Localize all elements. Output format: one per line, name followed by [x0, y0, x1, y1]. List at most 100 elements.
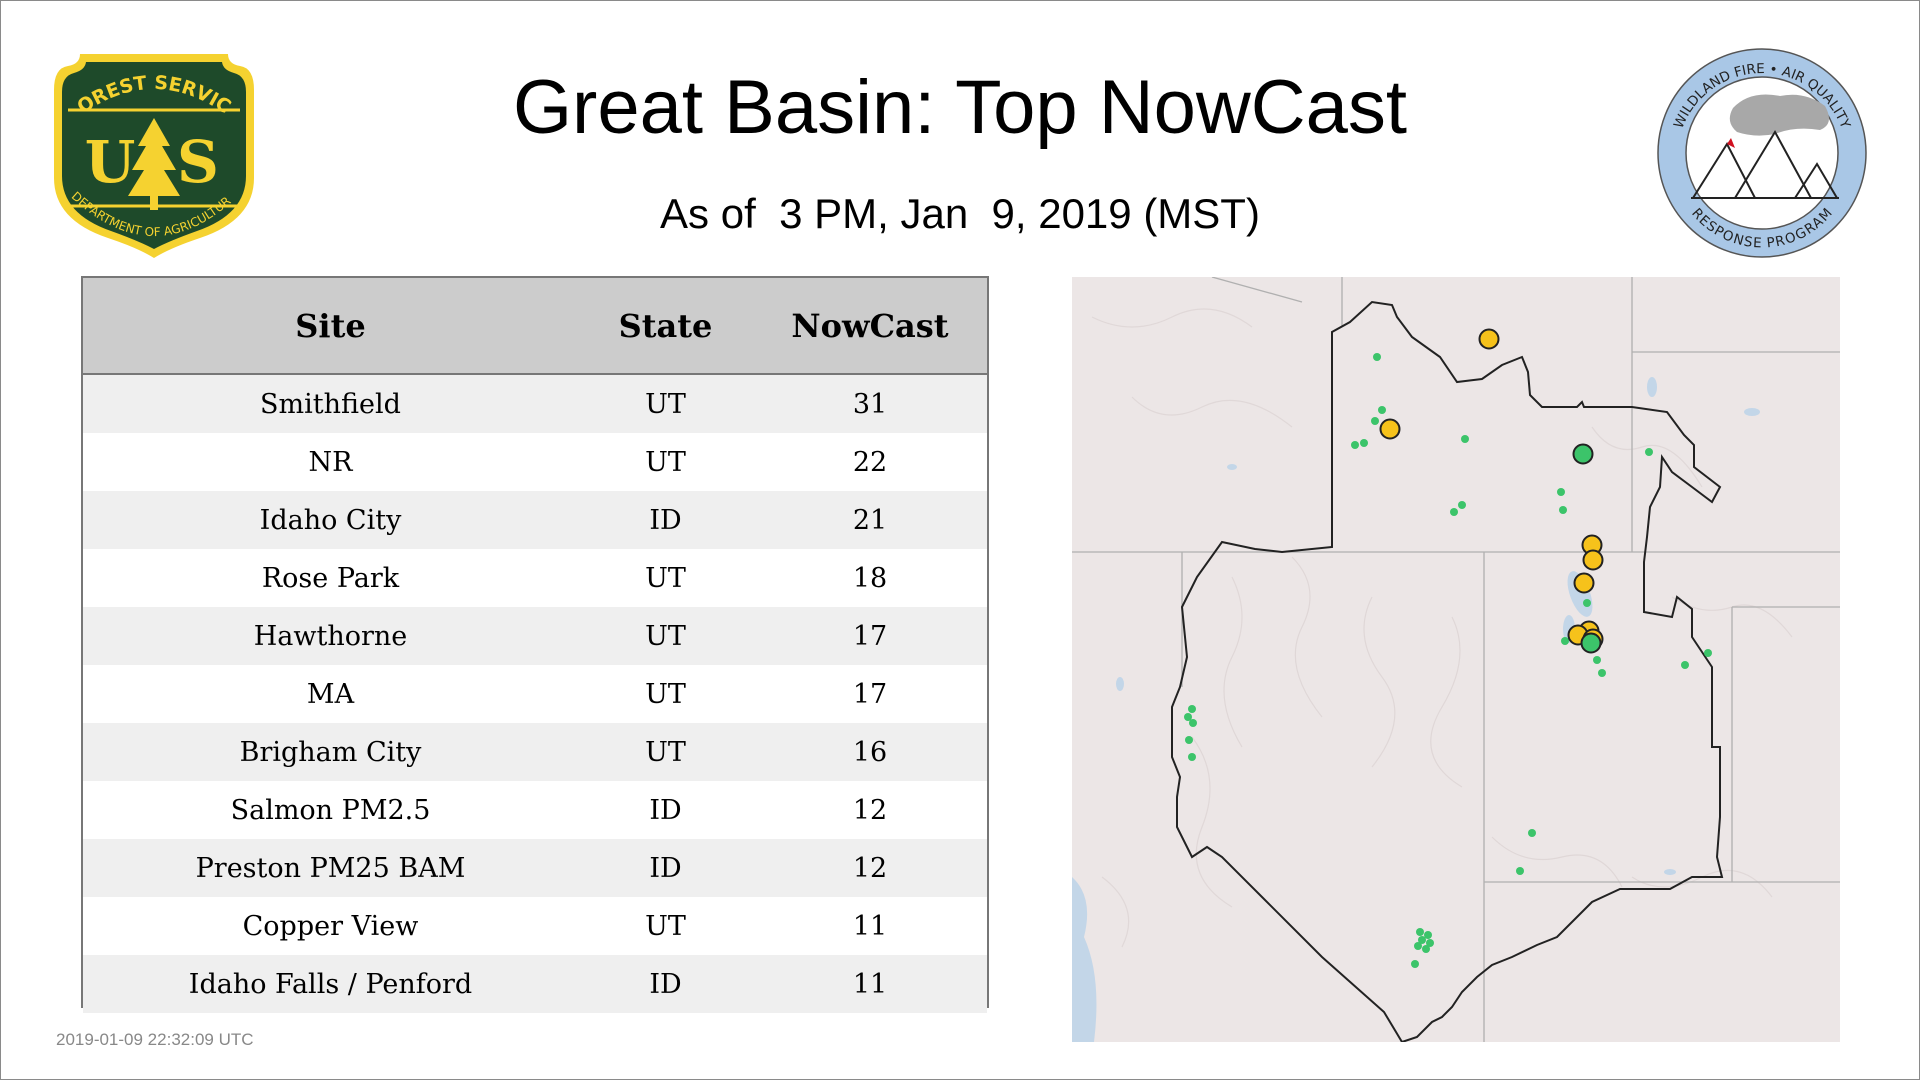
nowcast-cell: 21	[753, 491, 987, 549]
sensor-dot	[1426, 939, 1434, 947]
nowcast-cell: 11	[753, 955, 987, 1013]
site-cell: Idaho City	[83, 491, 578, 549]
nowcast-cell: 12	[753, 781, 987, 839]
nowcast-cell: 31	[753, 374, 987, 433]
state-cell: UT	[578, 549, 753, 607]
table-row: NR UT 22	[83, 433, 987, 491]
sensor-dot	[1418, 936, 1426, 944]
site-cell: Copper View	[83, 897, 578, 955]
site-cell: Smithfield	[83, 374, 578, 433]
forest-service-logo: FOREST SERVICE U S DEPARTMENT OF AGRICUL…	[44, 33, 258, 260]
table-row: Brigham City UT 16	[83, 723, 987, 781]
state-cell: UT	[578, 723, 753, 781]
column-header-nowcast: NowCast	[753, 278, 987, 375]
site-cell: Preston PM25 BAM	[83, 839, 578, 897]
sensor-dot	[1598, 669, 1606, 677]
sensor-dot	[1184, 713, 1192, 721]
sensor-dot	[1371, 417, 1379, 425]
sensor-dot	[1557, 488, 1565, 496]
great-basin-region-outline	[1171, 300, 1724, 1044]
site-cell: Brigham City	[83, 723, 578, 781]
table-header-row: Site State NowCast	[83, 278, 987, 375]
table-row: Idaho Falls / Penford ID 11	[83, 955, 987, 1013]
site-cell: Rose Park	[83, 549, 578, 607]
sensor-dot	[1373, 353, 1381, 361]
sensor-dot	[1360, 439, 1368, 447]
pine-tree-icon	[128, 118, 180, 210]
sensor-marker-moderate	[1582, 549, 1604, 571]
state-cell: ID	[578, 781, 753, 839]
sensor-dot	[1411, 960, 1419, 968]
sensor-dot	[1378, 406, 1386, 414]
sensor-dot	[1528, 829, 1536, 837]
sensor-dot	[1422, 945, 1430, 953]
state-cell: UT	[578, 897, 753, 955]
mountains-icon	[1691, 129, 1839, 199]
sensor-dot	[1559, 506, 1567, 514]
svg-text:U: U	[85, 128, 136, 196]
sensor-marker-good	[1580, 632, 1602, 654]
sensor-dot	[1458, 501, 1466, 509]
nowcast-cell: 11	[753, 897, 987, 955]
table-row: Copper View UT 11	[83, 897, 987, 955]
state-boundaries	[1072, 276, 1840, 1042]
svg-text:S: S	[177, 128, 219, 196]
site-cell: NR	[83, 433, 578, 491]
state-cell: UT	[578, 433, 753, 491]
nowcast-cell: 16	[753, 723, 987, 781]
sensor-dot	[1593, 656, 1601, 664]
page-title: Great Basin: Top NowCast	[512, 65, 1408, 150]
table-row: Smithfield UT 31	[83, 374, 987, 433]
sensor-dot	[1189, 719, 1197, 727]
sensor-dot	[1414, 942, 1422, 950]
flame-icon	[1727, 138, 1735, 148]
sensor-dot	[1516, 867, 1524, 875]
smoke-plume-icon	[1729, 94, 1829, 136]
state-cell: UT	[578, 665, 753, 723]
sensor-dot	[1188, 753, 1196, 761]
column-header-site: Site	[83, 278, 578, 375]
nowcast-cell: 17	[753, 607, 987, 665]
page-subtitle: As of 3 PM, Jan 9, 2019 (MST)	[660, 190, 1260, 237]
sensor-dot	[1645, 448, 1653, 456]
air-quality-program-icon: WILDLAND FIRE • AIR QUALITY RESPONSE PRO…	[1657, 48, 1867, 258]
table-row: Salmon PM2.5 ID 12	[83, 781, 987, 839]
sensor-marker-moderate	[1573, 572, 1595, 594]
sensor-dot	[1351, 441, 1359, 449]
nowcast-table: Site State NowCast Smithfield UT 31 NR U…	[81, 276, 989, 1013]
state-cell: ID	[578, 491, 753, 549]
site-cell: Idaho Falls / Penford	[83, 955, 578, 1013]
sensor-dot	[1424, 931, 1432, 939]
site-cell: MA	[83, 665, 578, 723]
sensor-dot	[1583, 599, 1591, 607]
sensor-dot	[1188, 705, 1196, 713]
table-row: MA UT 17	[83, 665, 987, 723]
sensor-dot	[1681, 661, 1689, 669]
nowcast-cell: 22	[753, 433, 987, 491]
render-timestamp: 2019-01-09 22:32:09 UTC	[56, 1030, 254, 1049]
table-row: Rose Park UT 18	[83, 549, 987, 607]
map-canvas	[1072, 276, 1840, 1044]
sensor-marker-moderate	[1379, 418, 1401, 440]
state-cell: UT	[578, 374, 753, 433]
nowcast-cell: 18	[753, 549, 987, 607]
state-cell: ID	[578, 839, 753, 897]
sensor-dot	[1561, 637, 1569, 645]
sensor-marker-good	[1572, 443, 1594, 465]
table-row: Preston PM25 BAM ID 12	[83, 839, 987, 897]
nowcast-cell: 12	[753, 839, 987, 897]
wildland-fire-air-quality-logo: WILDLAND FIRE • AIR QUALITY RESPONSE PRO…	[1655, 46, 1870, 261]
forest-service-shield-icon: FOREST SERVICE U S DEPARTMENT OF AGRICUL…	[44, 33, 254, 258]
table-row: Hawthorne UT 17	[83, 607, 987, 665]
sensor-dot	[1450, 508, 1458, 516]
sensor-dot	[1185, 736, 1193, 744]
nowcast-cell: 17	[753, 665, 987, 723]
state-cell: UT	[578, 607, 753, 665]
table-row: Idaho City ID 21	[83, 491, 987, 549]
column-header-state: State	[578, 278, 753, 375]
sensor-dot	[1704, 649, 1712, 657]
sensor-markers	[1184, 328, 1712, 968]
site-cell: Hawthorne	[83, 607, 578, 665]
sensor-marker-moderate	[1478, 328, 1500, 350]
sensor-dot	[1416, 928, 1424, 936]
